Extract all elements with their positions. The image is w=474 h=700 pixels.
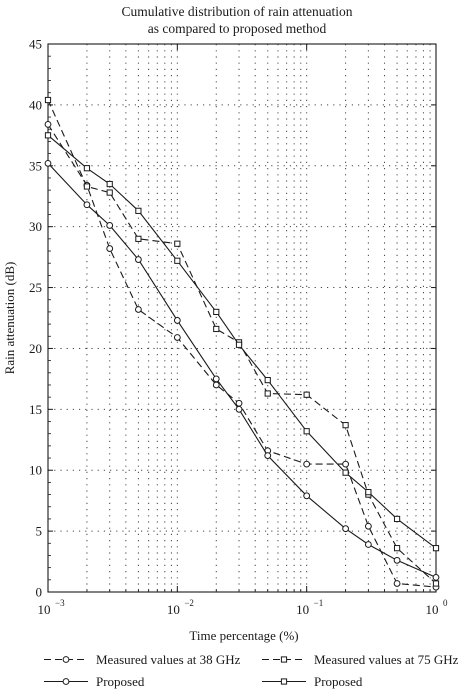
text-layer: Cumulative distribution of rain attenuat… [2,4,353,643]
y-tick-label: 40 [29,97,42,112]
x-tick-label-exponent: −1 [314,598,324,608]
data-point [174,240,181,247]
series-4 [44,132,440,552]
series-1 [44,120,440,591]
x-tick-label: 10 [167,602,180,617]
data-point [173,334,181,341]
data-point [106,189,113,196]
data-point [303,428,310,435]
data-point [44,120,52,128]
data-point [303,492,311,500]
grid-layer [48,44,436,592]
x-tick-label-exponent: −3 [55,598,65,608]
series-3 [44,159,440,581]
chart-title-line-1: Cumulative distribution of rain attenuat… [122,4,353,19]
y-tick-label: 45 [29,37,42,52]
data-point [235,405,243,413]
data-point [44,132,52,139]
axes-layer: 0 5 10 15 20 25 30 35 40 45 10 −3 10 −2 10 −1 10 0 [29,37,448,618]
data-point [393,580,401,587]
legend-item-2: Measured values at 75 GHz [262,652,459,667]
x-tick-label-exponent: −2 [184,598,194,608]
data-point [432,545,440,552]
data-point [235,341,243,348]
series-line [47,162,437,578]
x-tick-label: 10 [426,602,439,617]
data-point [432,580,440,587]
data-point [364,522,372,530]
data-point [342,422,349,429]
chart-title-line-2: as compared to proposed method [148,21,327,36]
data-point [44,96,52,104]
y-tick-label: 30 [29,219,42,234]
data-point [106,180,113,188]
x-tick-label: 10 [38,602,51,617]
y-tick-label: 0 [36,585,43,600]
data-point [44,159,52,167]
data-point [83,201,91,209]
plot-frame [47,43,437,593]
data-point [173,317,181,324]
legend-label: Proposed [96,674,145,689]
data-point [264,377,271,384]
data-point [342,525,349,533]
legend-label: Measured values at 38 GHz [96,652,241,667]
data-point [264,390,271,397]
data-point [342,460,349,468]
x-axis-label: Time percentage (%) [189,628,298,643]
series-layer [44,96,440,591]
data-point [303,460,311,468]
data-point [106,222,114,229]
data-point [432,573,440,581]
data-point [135,207,142,214]
data-point [365,489,372,496]
legend-marker [62,678,70,685]
legend-item-3: Proposed [44,674,145,689]
data-point [174,257,181,264]
y-tick-label: 20 [29,341,42,356]
legend-label: Proposed [314,674,363,689]
data-point [303,391,310,398]
y-axis-label: Rain attenuation (dB) [2,262,17,375]
y-tick-label: 35 [29,158,42,173]
legend-item-4: Proposed [262,674,363,689]
data-point [342,469,349,476]
legend-label: Measured values at 75 GHz [314,652,459,667]
data-point [212,381,220,389]
y-tick-label: 15 [29,402,42,417]
data-point [393,556,401,564]
series-line [47,124,437,588]
data-point [393,545,401,552]
data-point [264,452,272,460]
data-point [135,235,142,242]
data-point [212,375,220,383]
legend-item-1: Measured values at 38 GHz [44,652,241,667]
data-point [135,306,142,313]
y-tick-label: 10 [29,463,42,478]
data-point [213,325,220,333]
data-point [83,165,91,172]
data-point [393,515,401,523]
data-point [83,183,91,190]
legend: Measured values at 38 GHz Measured values… [44,652,459,689]
data-point [106,245,114,252]
data-point [364,541,372,548]
x-tick-label-exponent: 0 [443,598,448,608]
x-tick-label: 10 [296,602,309,617]
legend-marker [280,678,288,685]
data-point [235,399,243,407]
y-tick-label: 5 [36,524,43,539]
data-point [135,256,142,263]
legend-marker [62,656,70,663]
data-point [213,308,220,316]
legend-marker [280,656,288,663]
y-tick-label: 25 [29,280,42,295]
